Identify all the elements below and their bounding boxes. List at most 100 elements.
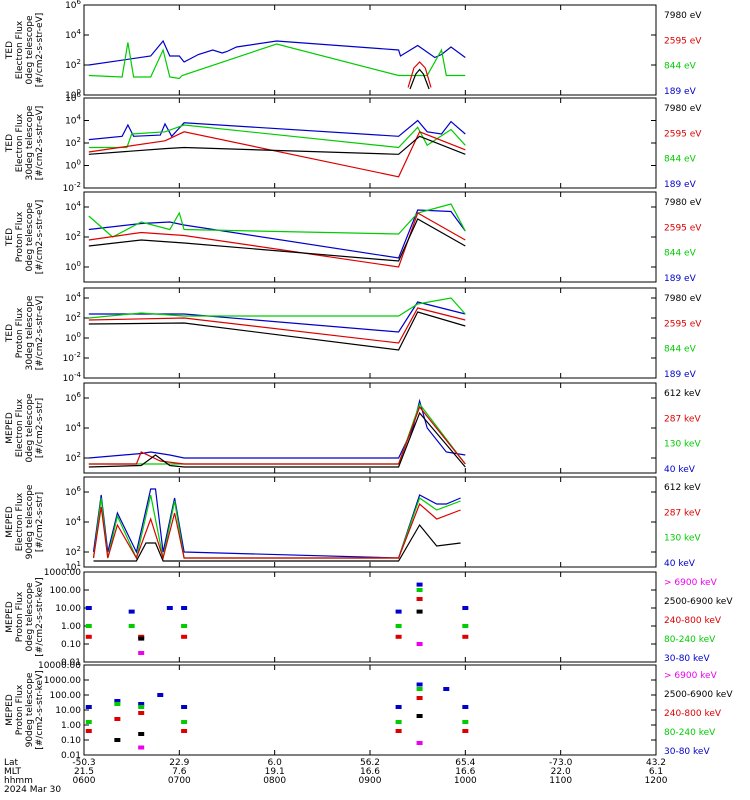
data-point bbox=[181, 634, 188, 639]
legend-entry: 189 eV bbox=[664, 87, 697, 97]
series-line bbox=[88, 131, 466, 178]
data-point bbox=[416, 714, 423, 718]
y-tick-label: 106 bbox=[65, 485, 81, 498]
legend-entry: > 6900 keV bbox=[664, 671, 718, 681]
legend-entry: 40 keV bbox=[664, 465, 696, 475]
legend-entry: 80-240 keV bbox=[664, 728, 716, 738]
x-tick-hhmm: 1200 bbox=[645, 776, 668, 786]
legend-entry: 80-240 keV bbox=[664, 635, 716, 645]
legend-entry: 2595 eV bbox=[664, 36, 702, 46]
y-tick-label: 0.10 bbox=[61, 736, 81, 746]
y-tick-label: 102 bbox=[65, 230, 81, 243]
data-point bbox=[138, 705, 145, 709]
legend-entry: 7980 eV bbox=[664, 198, 702, 208]
data-point bbox=[395, 720, 402, 724]
y-axis-label-line: [#/cm2-s-str-keV] bbox=[35, 577, 45, 656]
legend-entry: 612 keV bbox=[664, 483, 701, 493]
data-point bbox=[138, 711, 145, 715]
legend-entry: 844 eV bbox=[664, 62, 697, 72]
y-axis-label-line: 0deg telescope bbox=[25, 15, 35, 85]
data-point bbox=[114, 717, 121, 721]
y-axis-label: MEPED Proton Flux 90deg telescope [#/cm2-s-… bbox=[5, 670, 45, 749]
legend-entry: > 6900 keV bbox=[664, 578, 718, 588]
panel-frame bbox=[83, 571, 657, 663]
data-point bbox=[462, 606, 469, 610]
y-axis-label-line: TED bbox=[5, 41, 15, 60]
series-line bbox=[88, 203, 466, 238]
series-line bbox=[88, 301, 466, 333]
series-line bbox=[407, 61, 432, 88]
y-tick-label: 100.00 bbox=[50, 586, 82, 596]
legend-entry: 2595 eV bbox=[664, 319, 702, 329]
data-point bbox=[416, 642, 423, 646]
data-point bbox=[181, 729, 188, 733]
series-line bbox=[88, 119, 466, 141]
legend-entry: 287 keV bbox=[664, 508, 701, 518]
data-point bbox=[395, 729, 402, 733]
series-line bbox=[88, 39, 466, 66]
y-axis-label-line: 90deg telescope bbox=[25, 672, 35, 747]
x-tick-lat: 56.2 bbox=[360, 758, 380, 768]
y-axis-label: TED Electron Flux 0deg telescope [#/cm2-s-s… bbox=[5, 13, 45, 88]
y-axis-label-line: [#/cm2-s-str-eV] bbox=[35, 200, 45, 275]
data-point bbox=[128, 609, 135, 614]
x-tick-mlt: 22.0 bbox=[551, 767, 571, 777]
panel-frame bbox=[83, 4, 657, 96]
y-tick-label: 1.00 bbox=[61, 721, 81, 731]
data-point bbox=[462, 729, 469, 733]
y-tick-label: 0.01 bbox=[61, 751, 81, 761]
y-tick-label: 102 bbox=[65, 136, 81, 149]
y-tick-label: 10-4 bbox=[63, 371, 82, 384]
y-axis-label-line: [#/cm2-s-str] bbox=[35, 398, 45, 458]
legend-entry: 7980 eV bbox=[664, 104, 702, 114]
y-axis-label-line: Proton Flux bbox=[15, 591, 25, 642]
legend-entry: 2500-6900 keV bbox=[664, 690, 733, 700]
legend-entry: 240-800 keV bbox=[664, 616, 722, 626]
data-point bbox=[85, 606, 92, 610]
data-point bbox=[138, 702, 145, 706]
legend-entry: 130 keV bbox=[664, 440, 701, 450]
legend-entry: 30-80 keV bbox=[664, 654, 710, 664]
series-line bbox=[88, 402, 466, 465]
series-line bbox=[88, 124, 466, 149]
data-point bbox=[443, 687, 450, 691]
data-point bbox=[85, 720, 92, 724]
data-point bbox=[138, 636, 145, 641]
y-tick-label: 102 bbox=[65, 545, 81, 558]
y-axis-label-line: MEPED bbox=[5, 412, 15, 444]
y-axis-label-line: Electron Flux bbox=[15, 113, 25, 172]
y-axis-label-line: 30deg telescope bbox=[25, 105, 35, 180]
y-axis-label-line: 30deg telescope bbox=[25, 295, 35, 370]
x-row-label: MLT bbox=[4, 767, 22, 777]
data-point bbox=[138, 745, 145, 750]
data-point bbox=[166, 606, 173, 610]
data-point bbox=[85, 729, 92, 733]
data-point bbox=[181, 705, 188, 709]
series-line bbox=[88, 212, 466, 268]
y-tick-label: 102 bbox=[65, 311, 81, 324]
y-axis-label-line: [#/cm2-s-str-eV] bbox=[35, 296, 45, 371]
data-point bbox=[85, 634, 92, 639]
y-axis-label-line: Electron Flux bbox=[15, 398, 25, 457]
series-line bbox=[92, 488, 461, 559]
data-point bbox=[181, 720, 188, 724]
y-axis-label-line: Proton Flux bbox=[15, 684, 25, 735]
y-axis-label-line: TED bbox=[5, 134, 15, 153]
legend-entry: 130 keV bbox=[664, 534, 701, 544]
panel-frame bbox=[83, 664, 657, 756]
y-tick-label: 104 bbox=[65, 114, 81, 127]
y-tick-label: 104 bbox=[65, 291, 81, 304]
y-axis-label: MEPED Proton Flux 0deg telescope [#/cm2-s-s… bbox=[5, 577, 45, 656]
legend-entry: 189 eV bbox=[664, 274, 697, 284]
y-tick-label: 1000.00 bbox=[44, 676, 81, 686]
y-tick-label: 0.10 bbox=[61, 640, 81, 650]
legend-entry: 40 keV bbox=[664, 559, 696, 569]
legend-entry: 30-80 keV bbox=[664, 747, 710, 757]
series-line bbox=[88, 307, 466, 344]
y-tick-label: 106 bbox=[65, 391, 81, 404]
y-tick-label: 104 bbox=[65, 421, 81, 434]
y-tick-label: 104 bbox=[65, 515, 81, 528]
y-axis-label-line: Proton Flux bbox=[15, 307, 25, 358]
